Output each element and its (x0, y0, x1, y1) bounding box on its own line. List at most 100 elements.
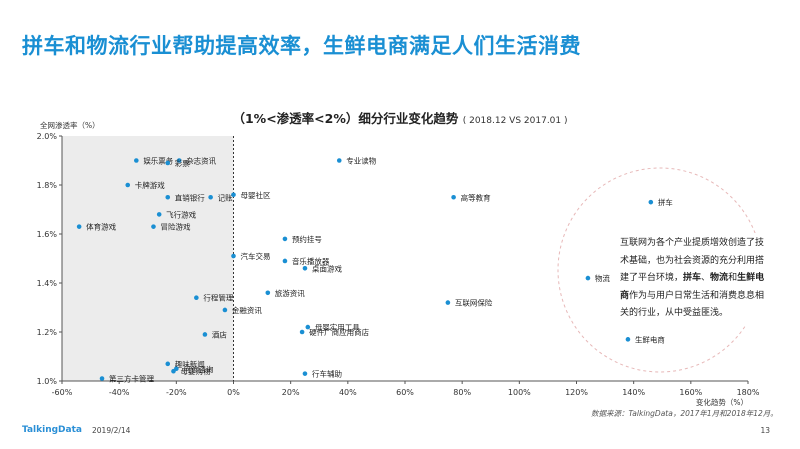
data-point-label: 高等教育 (461, 192, 491, 202)
data-point-label: 母婴社区 (241, 190, 271, 200)
data-point-label: 旅游资讯 (275, 288, 305, 298)
footer-logo: TalkingData (22, 425, 82, 435)
data-point (165, 160, 171, 166)
data-point-label: 母婴实用工具 (315, 322, 360, 332)
data-point (302, 266, 308, 271)
data-point-label: 第三方卡管理 (109, 374, 154, 384)
data-point (222, 307, 228, 313)
data-point-label: 桌面游戏 (312, 263, 342, 273)
data-point-label: 问诊咨询 (183, 364, 213, 374)
page-title: 拼车和物流行业帮助提高效率，生鲜电商满足人们生活消费 (22, 34, 581, 58)
data-source: 数据来源：TalkingData，2017年1月和2018年12月。 (591, 409, 778, 418)
x-tick-label: 100% (508, 388, 531, 397)
chart-subtitle: ( 2018.12 VS 2017.01 ) (462, 116, 568, 126)
data-point-label: 物流 (595, 273, 610, 283)
data-point-label: 预约挂号 (292, 234, 322, 244)
note-text-2: 作为与用户日常生活和消费息息相关的行业，从中受益匪浅。 (620, 290, 765, 319)
note-and: 和 (728, 273, 738, 283)
data-point-label: 记账 (218, 193, 233, 202)
data-point-label: 行车辅助 (312, 369, 342, 379)
data-point (305, 324, 311, 330)
data-point-label: 娱乐票务 (143, 156, 173, 166)
y-tick-label: 1.6% (37, 230, 58, 239)
data-point-label: 拼车 (658, 197, 673, 207)
data-point-label: 母婴购物 (180, 366, 210, 376)
data-point (134, 158, 139, 163)
data-point-label: 酒店 (212, 329, 227, 339)
data-point (176, 158, 182, 163)
note-bold-logistics: 物流 (710, 273, 729, 283)
note-sep: 、 (701, 273, 711, 283)
data-point (625, 337, 631, 342)
x-tick-label: 40% (339, 388, 357, 397)
data-point-label: 彩票 (175, 158, 190, 168)
data-point-label: 卡牌游戏 (135, 180, 165, 190)
x-tick-label: 160% (679, 388, 702, 397)
data-point (282, 236, 288, 242)
data-point (282, 258, 288, 264)
y-axis-label: 全网渗透率（%） (40, 120, 100, 130)
y-tick-label: 1.0% (37, 377, 58, 386)
data-point-label: 专业读物 (346, 156, 376, 166)
note-bold-carpool: 拼车 (683, 273, 702, 283)
data-point (151, 224, 156, 229)
y-tick-label: 1.4% (37, 279, 58, 288)
data-point-label: 金融资讯 (232, 305, 262, 315)
x-tick-label: 120% (565, 388, 588, 397)
x-tick-label: -40% (109, 388, 130, 397)
x-tick-label: -60% (52, 388, 73, 397)
chart-title: （1%<渗透率<2%）细分行业变化趋势 ( 2018.12 VS 2017.01… (0, 108, 800, 127)
y-tick-label: 2.0% (37, 132, 58, 141)
x-tick-label: 140% (622, 388, 645, 397)
data-point (99, 376, 105, 381)
data-point-label: 硬件厂商应用商店 (309, 327, 369, 337)
x-tick-label: -20% (166, 388, 187, 397)
data-point-label: 杂志资讯 (186, 156, 216, 166)
data-point-label: 音乐播放器 (292, 256, 330, 266)
chart-title-main: （1%<渗透率<2%）细分行业变化趋势 (232, 111, 459, 126)
data-point (194, 295, 199, 301)
data-point (76, 224, 82, 229)
x-tick-label: 60% (396, 388, 414, 397)
negative-region-shade (62, 136, 234, 381)
data-point-label: 冒险游戏 (160, 222, 190, 232)
y-tick-label: 1.8% (37, 181, 58, 190)
data-point (231, 192, 236, 198)
x-tick-label: 180% (737, 388, 760, 397)
y-tick-label: 1.2% (37, 328, 58, 337)
footer-date: 2019/2/14 (92, 426, 131, 435)
data-point (231, 253, 236, 259)
data-point (302, 371, 308, 376)
page-number: 13 (760, 426, 770, 435)
data-point (156, 212, 162, 217)
data-point-label: 汽车交易 (241, 251, 271, 261)
data-point (648, 199, 654, 205)
data-point (165, 194, 171, 200)
data-point-label: 飞行游戏 (166, 209, 196, 219)
data-point (445, 300, 451, 305)
data-point-label: 生鲜电商 (635, 334, 665, 344)
data-point-label: 体育游戏 (86, 222, 116, 232)
annotation-note: 互联网为各个产业提质增效创造了技术基础，也为社会资源的充分利用搭建了平台环境，拼… (616, 233, 776, 325)
data-point (171, 368, 176, 374)
data-point (585, 275, 591, 281)
x-axis-label: 变化趋势（%） (696, 397, 748, 407)
data-point-label: 直销银行 (175, 192, 205, 202)
note-bold-fresh: 生鲜电商 (620, 273, 765, 301)
x-tick-label: 0% (227, 388, 240, 397)
data-point (265, 290, 271, 296)
data-point-label: 互联网保险 (455, 298, 493, 308)
note-text-1: 互联网为各个产业提质增效创造了技术基础，也为社会资源的充分利用搭建了平台环境， (620, 238, 765, 283)
data-point (299, 329, 305, 335)
data-point (165, 361, 171, 367)
data-point (202, 332, 208, 337)
data-point-label: 行程管理 (203, 293, 233, 303)
x-tick-label: 80% (453, 388, 471, 397)
x-tick-label: 20% (282, 388, 300, 397)
data-point (336, 158, 342, 163)
data-point-label: 趣味新闻 (175, 359, 205, 369)
data-point (208, 194, 213, 200)
data-point (451, 194, 456, 200)
data-point (125, 182, 131, 188)
